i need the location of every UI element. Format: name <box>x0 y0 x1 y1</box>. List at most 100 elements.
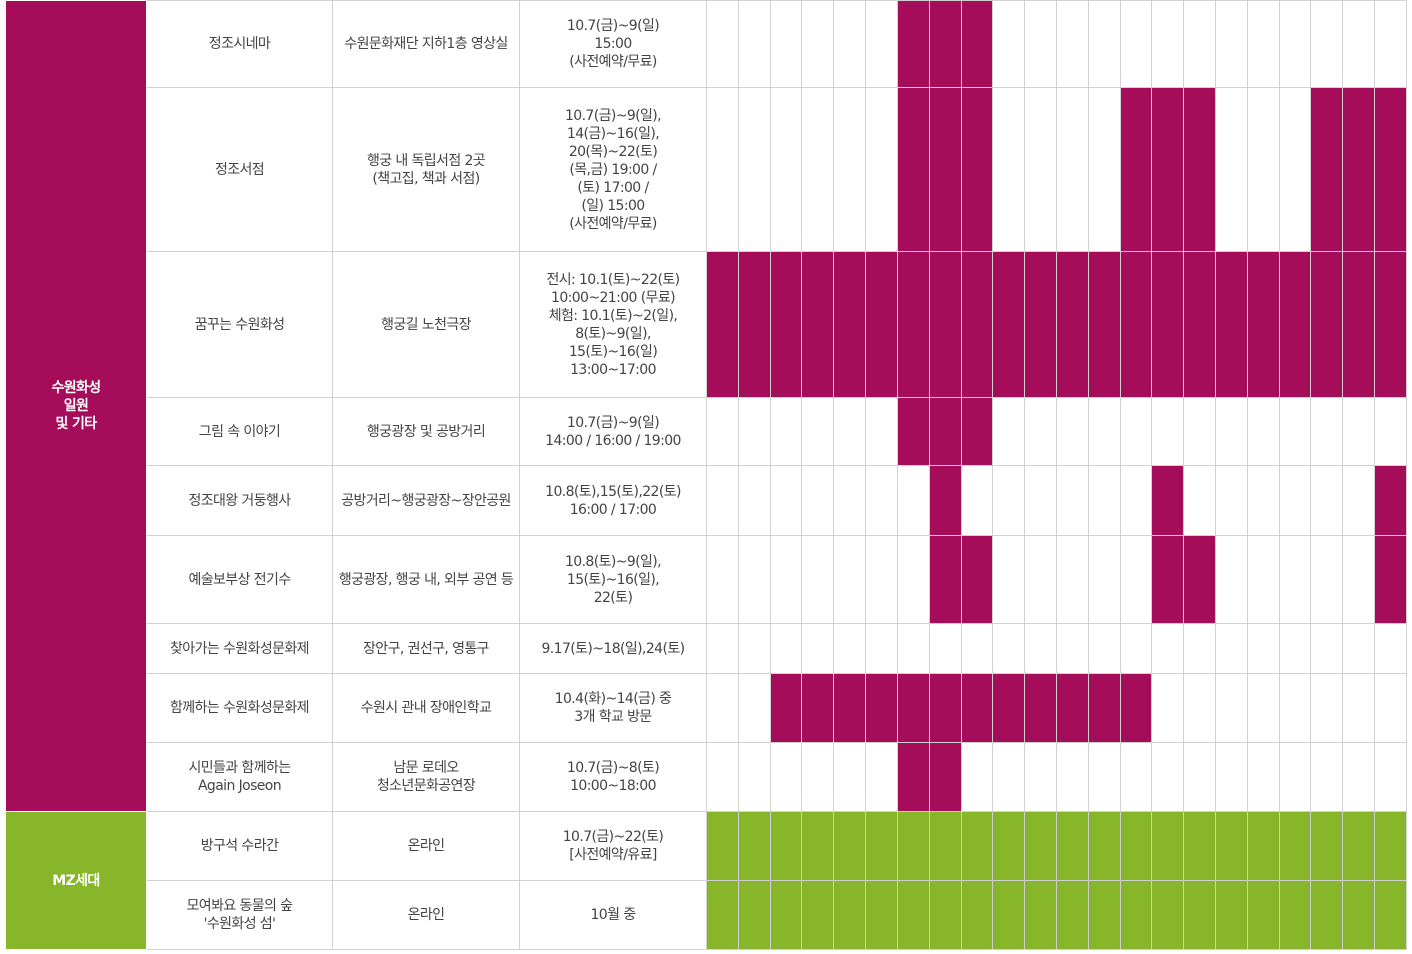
program-schedule: 10.8(토),15(토),22(토) 16:00 / 17:00 <box>519 465 707 536</box>
day-cell <box>1183 0 1216 88</box>
day-cell-active <box>992 673 1026 743</box>
day-cell <box>1215 465 1248 536</box>
program-name: 정조시네마 <box>146 0 333 88</box>
day-cell <box>1310 465 1344 536</box>
program-venue: 온라인 <box>332 880 520 950</box>
day-cell-active <box>896 742 930 812</box>
day-cell <box>1151 0 1185 88</box>
program-name: 함께하는 수원화성문화제 <box>146 673 333 743</box>
day-cell <box>737 623 771 674</box>
day-cell <box>1246 535 1280 624</box>
day-cell-active <box>896 0 930 88</box>
program-venue: 온라인 <box>332 811 520 881</box>
program-name: 방구석 수라간 <box>146 811 333 881</box>
day-cell <box>1246 0 1280 88</box>
day-cell <box>801 87 835 252</box>
day-cell <box>1342 742 1376 812</box>
category-cell: 수원화성 일원 및 기타 <box>5 0 147 812</box>
day-cell <box>1215 673 1248 743</box>
day-cell-active <box>865 251 898 398</box>
day-cell <box>1374 742 1407 812</box>
program-name: 시민들과 함께하는 Again Joseon <box>146 742 333 812</box>
day-cell <box>833 623 867 674</box>
day-cell <box>833 742 867 812</box>
program-name: 정조서점 <box>146 87 333 252</box>
day-cell <box>1278 623 1312 674</box>
day-cell <box>833 87 867 252</box>
day-cell-active <box>1055 880 1089 950</box>
day-cell <box>1119 465 1153 536</box>
day-cell <box>1024 87 1057 252</box>
day-cell <box>1055 87 1089 252</box>
day-cell <box>992 397 1026 466</box>
day-cell <box>1246 397 1280 466</box>
day-cell-active <box>960 0 994 88</box>
day-cell-active <box>960 811 994 881</box>
day-cell <box>1310 397 1344 466</box>
day-cell-active <box>1087 880 1121 950</box>
day-cell <box>1151 673 1185 743</box>
day-cell-active <box>928 87 962 252</box>
day-cell <box>737 87 771 252</box>
day-cell <box>1119 397 1153 466</box>
day-cell <box>1087 535 1121 624</box>
day-cell <box>1246 673 1280 743</box>
day-cell-active <box>896 397 930 466</box>
day-cell <box>833 535 867 624</box>
day-cell-active <box>1183 811 1216 881</box>
day-cell-active <box>865 673 898 743</box>
day-cell-active <box>1374 535 1407 624</box>
day-cell <box>1024 742 1057 812</box>
day-cell <box>737 673 771 743</box>
program-name: 찾아가는 수원화성문화제 <box>146 623 333 674</box>
day-cell <box>1151 397 1185 466</box>
day-cell-active <box>1055 251 1089 398</box>
program-name: 그림 속 이야기 <box>146 397 333 466</box>
day-cell <box>865 535 898 624</box>
program-venue: 행궁길 노천극장 <box>332 251 520 398</box>
day-cell <box>1119 623 1153 674</box>
day-cell-active <box>1278 811 1312 881</box>
day-cell <box>1342 465 1376 536</box>
day-cell <box>1310 673 1344 743</box>
day-cell-active <box>1024 673 1057 743</box>
day-cell <box>1183 465 1216 536</box>
day-cell-active <box>1215 811 1248 881</box>
day-cell <box>1215 742 1248 812</box>
day-cell-active <box>896 251 930 398</box>
program-schedule: 10.7(금)~9(일), 14(금)~16(일), 20(목)~22(토) (… <box>519 87 707 252</box>
day-cell <box>1087 397 1121 466</box>
day-cell <box>865 87 898 252</box>
table-row: 그림 속 이야기 행궁광장 및 공방거리 10.7(금)~9(일) 14:00 / … <box>6 397 1407 466</box>
day-cell-active <box>737 880 771 950</box>
day-cell-active <box>1374 880 1407 950</box>
day-cell-active <box>1151 87 1185 252</box>
day-cell-active <box>1119 87 1153 252</box>
day-cell <box>1024 0 1057 88</box>
day-cell <box>1119 742 1153 812</box>
day-cell <box>1374 673 1407 743</box>
day-cell <box>706 397 739 466</box>
day-cell-active <box>928 673 962 743</box>
day-cell <box>1342 0 1376 88</box>
day-cell <box>1119 0 1153 88</box>
day-cell <box>1024 535 1057 624</box>
day-cell-active <box>833 673 867 743</box>
day-cell-active <box>1310 251 1344 398</box>
day-cell-active <box>960 880 994 950</box>
day-cell-active <box>896 880 930 950</box>
table-row: 시민들과 함께하는 Again Joseon 남문 로데오 청소년문화공연장 10.… <box>6 742 1407 812</box>
day-cell <box>706 623 739 674</box>
day-cell <box>769 0 803 88</box>
day-cell <box>1342 535 1376 624</box>
day-cell-active <box>1342 880 1376 950</box>
day-cell <box>1246 623 1280 674</box>
day-cell-active <box>960 251 994 398</box>
day-cell <box>769 465 803 536</box>
day-cell <box>1246 87 1280 252</box>
day-cell <box>1087 623 1121 674</box>
day-cell <box>1310 742 1344 812</box>
day-cell-active <box>1342 251 1376 398</box>
program-name: 꿈꾸는 수원화성 <box>146 251 333 398</box>
